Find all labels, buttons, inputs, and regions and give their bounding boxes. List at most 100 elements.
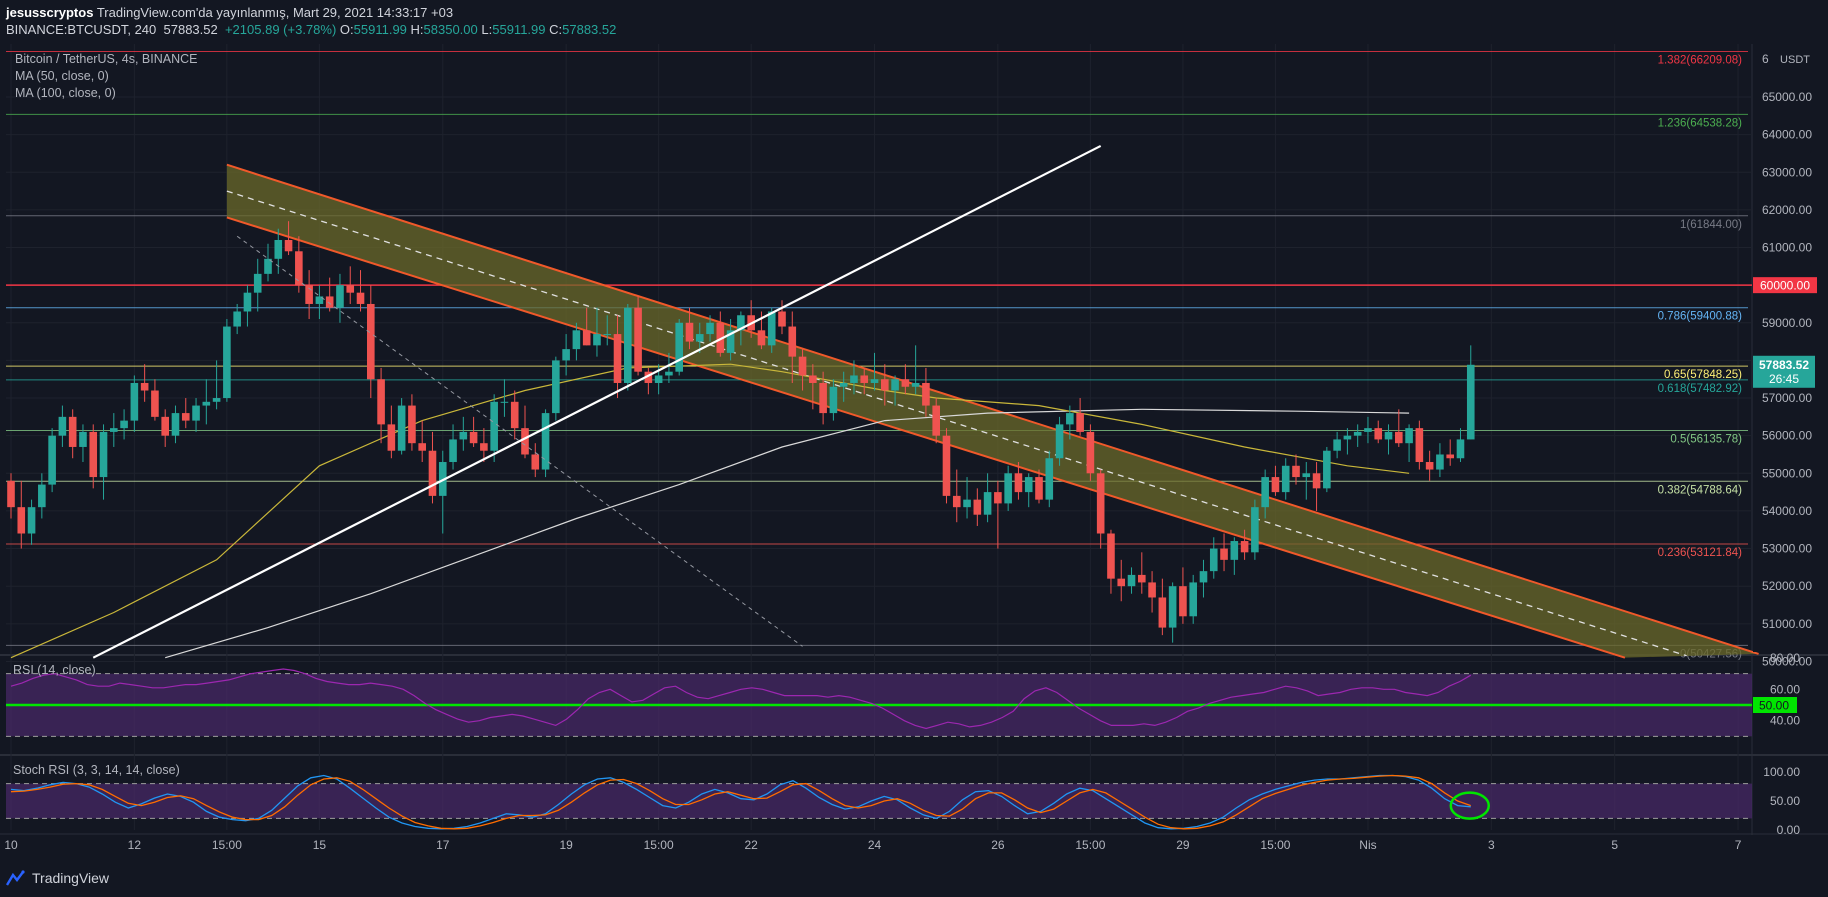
candle-body <box>459 431 468 440</box>
high-label: H: <box>410 22 424 37</box>
chart-canvas[interactable]: 1.382(66209.08) 1.236(64538.28) 1(61844.00… <box>0 0 1828 865</box>
candle-body <box>665 371 673 376</box>
candles <box>7 221 1475 643</box>
price-tick-label: 57000.00 <box>1762 391 1812 405</box>
candle-body <box>1045 458 1054 500</box>
time-axis[interactable]: 10 12 15:00 15 17 19 15:00 22 24 26 15:00 29 15:00 Ni… <box>4 838 1828 852</box>
price-tick-label: 54000.00 <box>1762 504 1812 518</box>
candle-body <box>89 431 98 478</box>
candle-body <box>685 322 694 342</box>
candle-body <box>1353 431 1362 436</box>
fib-label: 1(61844.00) <box>1680 219 1742 231</box>
candle-body <box>346 285 355 293</box>
candle-body <box>1179 586 1187 617</box>
candle-body <box>531 454 540 470</box>
price-tick-label: 51000.00 <box>1762 617 1812 631</box>
stoch-label[interactable]: Stoch RSI (3, 3, 14, 14, close) <box>13 763 180 777</box>
close-label: C: <box>549 22 563 37</box>
candle-body <box>901 379 910 387</box>
rsi-label[interactable]: RSI (14, close) <box>13 663 96 677</box>
candle-body <box>1323 450 1331 489</box>
candle-body <box>1271 477 1280 493</box>
time-tick-label: 15:00 <box>1260 838 1290 852</box>
candle-body <box>1384 431 1393 440</box>
time-tick-label: 7 <box>1735 838 1742 852</box>
fib-label: 0.236(53121.84) <box>1658 547 1743 559</box>
fib-label: 1.382(66209.08) <box>1658 55 1743 67</box>
candle-body <box>1281 465 1290 493</box>
price-axis[interactable]: 65000.00 64000.00 63000.00 62000.00 61000.00… <box>1753 44 1828 668</box>
candle-body <box>367 303 375 380</box>
candle-body <box>809 375 817 383</box>
candle-body <box>1209 548 1218 572</box>
candle-body <box>922 382 930 406</box>
open-label: O: <box>339 22 354 37</box>
channel-lower-line <box>226 216 1626 659</box>
publisher-name[interactable]: jesusscryptos <box>6 5 94 20</box>
candle-body <box>634 307 642 372</box>
candle-body <box>1168 586 1177 628</box>
candle-body <box>1343 435 1352 440</box>
candle-body <box>79 431 87 447</box>
last-price-badge <box>1753 355 1815 388</box>
ma100-legend[interactable]: MA (100, close, 0) <box>15 86 116 100</box>
candle-body <box>624 307 632 383</box>
channel-mid-line <box>226 190 1687 657</box>
trend-line <box>92 144 1102 659</box>
candle-body <box>418 443 426 451</box>
candle-body <box>798 356 807 376</box>
published-text: TradingView.com'da yayınlanmış, Mart 29,… <box>96 5 454 20</box>
candle-body <box>1004 473 1012 504</box>
candle-body <box>716 322 725 353</box>
candle-body <box>161 416 169 436</box>
countdown-label: 26:45 <box>1769 372 1799 386</box>
candle-body <box>1199 571 1208 583</box>
rsi-line <box>10 668 1472 730</box>
candle-body <box>521 428 529 455</box>
price-tick-label: 65000.00 <box>1762 90 1812 104</box>
price-tick-label: 56000.00 <box>1762 429 1812 443</box>
candle-body <box>253 273 262 293</box>
candle-body <box>171 413 180 436</box>
fib-label: 0.786(59400.88) <box>1658 311 1743 323</box>
candle-body <box>1302 473 1311 478</box>
candle-body <box>911 382 920 387</box>
candle-body <box>1138 574 1146 583</box>
candle-body <box>7 480 15 508</box>
candle-body <box>829 386 838 414</box>
descending-channel[interactable] <box>226 163 1759 659</box>
candle-body <box>942 435 951 496</box>
stoch-d-line <box>10 774 1472 830</box>
open-value: 55911.99 <box>353 22 407 37</box>
tradingview-brand: TradingView <box>32 870 110 886</box>
time-tick-label: 15:00 <box>212 838 242 852</box>
candle-body <box>233 311 241 327</box>
price-tick-label: 55000.00 <box>1762 466 1812 480</box>
candle-body <box>27 507 36 534</box>
fib-label: 0.382(54788.64) <box>1658 484 1743 496</box>
candle-body <box>767 311 776 346</box>
tradingview-logo[interactable]: TradingView <box>6 870 109 886</box>
symbol-name[interactable]: BINANCE:BTCUSDT, 240 <box>6 22 157 37</box>
candle-body <box>99 431 108 478</box>
high-value: 58350.00 <box>423 22 478 37</box>
candle-body <box>120 420 128 429</box>
candle-body <box>1261 477 1269 508</box>
candle-body <box>839 382 848 387</box>
candle-body <box>1251 507 1259 553</box>
candle-body <box>994 492 1002 504</box>
candle-body <box>572 330 581 350</box>
drawings[interactable] <box>92 144 1102 659</box>
candle-body <box>336 285 344 308</box>
stoch-tick-label: 0.00 <box>1777 823 1801 837</box>
stoch-pane: 100.00 50.00 0.00 <box>6 765 1800 837</box>
moving-averages <box>10 363 1410 659</box>
ma50-legend[interactable]: MA (50, close, 0) <box>15 69 109 83</box>
candle-body <box>593 334 601 346</box>
time-tick-label: 3 <box>1488 838 1495 852</box>
candle-body <box>1096 473 1105 534</box>
crossover-highlight <box>1449 791 1491 820</box>
time-tick-label: 15:00 <box>644 838 674 852</box>
stoch-band <box>6 783 1752 819</box>
candle-body <box>654 375 663 383</box>
